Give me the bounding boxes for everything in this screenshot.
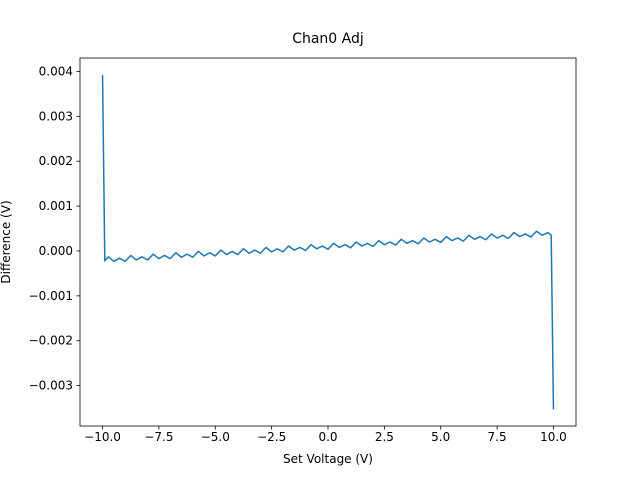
x-tick-label: 7.5 bbox=[488, 430, 507, 444]
y-tick-label: −0.001 bbox=[29, 289, 73, 303]
y-tick-label: 0.000 bbox=[39, 244, 73, 258]
x-tick-label: 5.0 bbox=[431, 430, 450, 444]
chart-title: Chan0 Adj bbox=[292, 31, 364, 47]
x-tick-label: 10.0 bbox=[540, 430, 567, 444]
y-tick-label: 0.004 bbox=[39, 64, 73, 78]
y-axis-label: Difference (V) bbox=[0, 200, 13, 283]
x-tick-label: −10.0 bbox=[84, 430, 121, 444]
x-tick-label: −7.5 bbox=[144, 430, 173, 444]
x-tick-label: −5.0 bbox=[201, 430, 230, 444]
data-line bbox=[101, 75, 555, 410]
x-axis-label: Set Voltage (V) bbox=[283, 452, 373, 466]
x-tick-label: 0.0 bbox=[318, 430, 337, 444]
y-tick-label: 0.001 bbox=[39, 199, 73, 213]
y-tick-label: −0.002 bbox=[29, 334, 73, 348]
x-tick-label: −2.5 bbox=[257, 430, 286, 444]
axes-frame bbox=[79, 57, 577, 427]
y-tick-label: −0.003 bbox=[29, 379, 73, 393]
x-tick-label: 2.5 bbox=[375, 430, 394, 444]
y-tick-label: 0.002 bbox=[39, 154, 73, 168]
y-tick-label: 0.003 bbox=[39, 109, 73, 123]
